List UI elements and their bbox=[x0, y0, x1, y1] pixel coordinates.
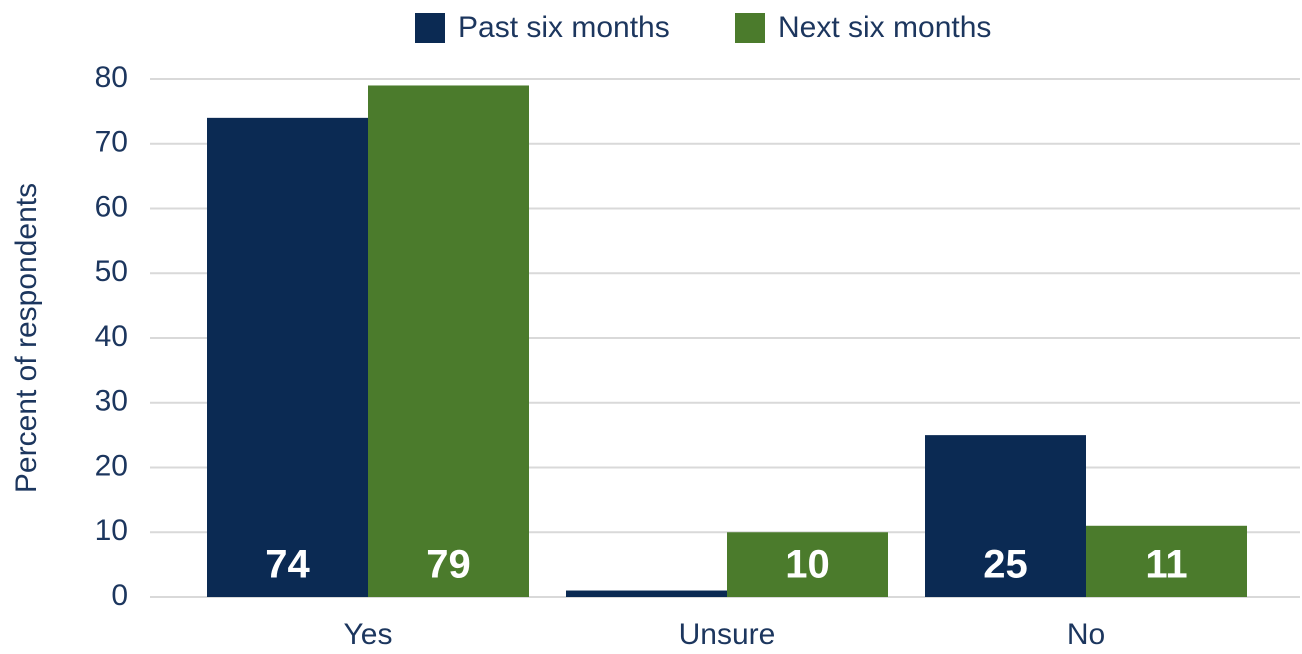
x-tick-label: No bbox=[1067, 618, 1105, 651]
y-axis-label: Percent of respondents bbox=[10, 183, 43, 493]
legend-swatch bbox=[735, 13, 765, 43]
y-tick-label: 50 bbox=[95, 255, 128, 288]
value-label: 11 bbox=[1145, 543, 1187, 587]
bar bbox=[368, 85, 529, 597]
bar bbox=[925, 435, 1086, 597]
x-tick-label: Unsure bbox=[679, 618, 776, 651]
bar bbox=[566, 590, 727, 597]
value-label: 74 bbox=[265, 543, 310, 587]
legend-swatch bbox=[415, 13, 445, 43]
y-tick-label: 80 bbox=[95, 61, 128, 94]
bar bbox=[727, 532, 888, 597]
bar bbox=[207, 117, 368, 597]
bar bbox=[1086, 525, 1247, 597]
y-tick-label: 10 bbox=[95, 514, 128, 547]
value-label: 79 bbox=[426, 543, 471, 587]
y-tick-label: 0 bbox=[111, 579, 128, 612]
legend-label: Past six months bbox=[458, 11, 670, 44]
y-tick-label: 20 bbox=[95, 449, 128, 482]
y-tick-label: 30 bbox=[95, 385, 128, 418]
y-tick-label: 60 bbox=[95, 190, 128, 223]
value-label: 10 bbox=[785, 543, 830, 587]
y-tick-label: 70 bbox=[95, 126, 128, 159]
value-label: 1 bbox=[635, 543, 657, 587]
value-label: 25 bbox=[983, 543, 1028, 587]
legend-label: Next six months bbox=[778, 11, 991, 44]
y-tick-label: 40 bbox=[95, 320, 128, 353]
x-tick-label: Yes bbox=[344, 618, 393, 651]
